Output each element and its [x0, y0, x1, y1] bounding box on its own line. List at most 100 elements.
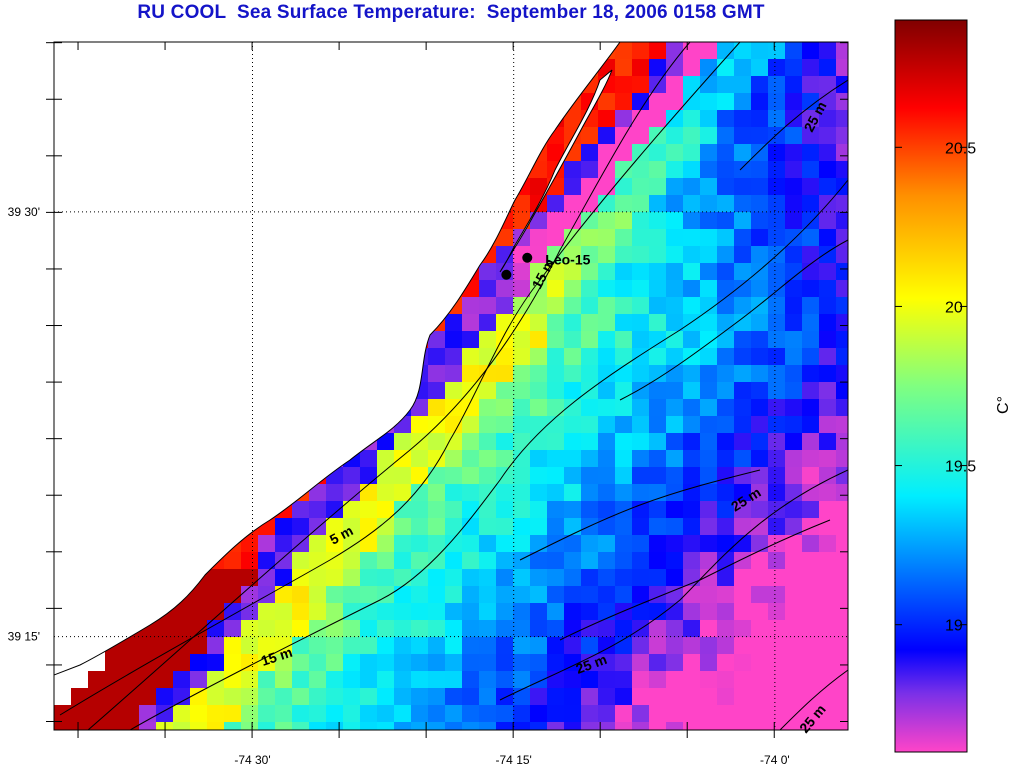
- sst-cell: [632, 722, 650, 730]
- sst-cell: [700, 705, 718, 723]
- sst-cell: [207, 688, 225, 706]
- sst-cell: [598, 212, 616, 230]
- sst-cell: [649, 518, 667, 536]
- sst-cell: [496, 382, 514, 400]
- sst-cell: [836, 127, 848, 145]
- sst-cell: [700, 552, 718, 570]
- colorbar-tick-label: 19: [945, 618, 963, 635]
- sst-cell: [530, 246, 548, 264]
- sst-cell: [513, 501, 531, 519]
- sst-cell: [615, 93, 633, 111]
- sst-cell: [768, 331, 786, 349]
- sst-cell: [547, 569, 565, 587]
- sst-cell: [462, 382, 480, 400]
- sst-cell: [258, 688, 276, 706]
- sst-cell: [666, 501, 684, 519]
- sst-cell: [513, 671, 531, 689]
- sst-cell: [428, 331, 446, 349]
- sst-cell: [717, 110, 735, 128]
- sst-cell: [411, 586, 429, 604]
- sst-cell: [326, 705, 344, 723]
- sst-cell: [802, 365, 820, 383]
- sst-cell: [768, 348, 786, 366]
- sst-cell: [139, 637, 157, 655]
- colorbar-tick-label: 20: [945, 299, 963, 316]
- sst-cell: [581, 688, 599, 706]
- sst-cell: [734, 399, 752, 417]
- sst-cell: [445, 450, 463, 468]
- sst-cell: [717, 603, 735, 621]
- sst-cell: [428, 501, 446, 519]
- sst-cell: [632, 501, 650, 519]
- sst-cell: [496, 433, 514, 451]
- lon-tick-label: -74 30': [234, 753, 270, 767]
- sst-cell: [598, 382, 616, 400]
- sst-cell: [530, 484, 548, 502]
- sst-cell: [819, 569, 837, 587]
- sst-cell: [734, 59, 752, 77]
- sst-cell: [394, 467, 412, 485]
- sst-cell: [683, 314, 701, 332]
- sst-cell: [666, 348, 684, 366]
- sst-cell: [530, 467, 548, 485]
- sst-cell: [734, 93, 752, 111]
- sst-cell: [666, 569, 684, 587]
- isobath-5m-line: [87, 42, 691, 730]
- sst-cell: [530, 348, 548, 366]
- sst-cell: [428, 637, 446, 655]
- sst-cell: [768, 688, 786, 706]
- sst-cell: [513, 314, 531, 332]
- sst-cell: [649, 552, 667, 570]
- sst-cell: [666, 195, 684, 213]
- sst-cell: [683, 433, 701, 451]
- sst-cell: [717, 416, 735, 434]
- sst-cell: [581, 433, 599, 451]
- sst-cell: [819, 127, 837, 145]
- sst-cell: [462, 552, 480, 570]
- sst-cell: [428, 569, 446, 587]
- sst-cell: [683, 688, 701, 706]
- sst-cell: [751, 552, 769, 570]
- sst-cell: [173, 637, 191, 655]
- sst-cell: [564, 433, 582, 451]
- sst-cell: [734, 450, 752, 468]
- sst-cell: [564, 586, 582, 604]
- sst-cell: [309, 688, 327, 706]
- sst-cell: [768, 671, 786, 689]
- sst-cell: [836, 229, 848, 247]
- sst-cell: [394, 637, 412, 655]
- sst-cell: [632, 331, 650, 349]
- sst-cell: [547, 450, 565, 468]
- sst-cell: [496, 518, 514, 536]
- sst-cell: [275, 671, 293, 689]
- sst-cell: [513, 348, 531, 366]
- sst-cell: [496, 569, 514, 587]
- sst-cell: [683, 42, 701, 60]
- sst-cell: [547, 501, 565, 519]
- sst-cell: [836, 365, 848, 383]
- sst-cell: [513, 637, 531, 655]
- sst-cell: [394, 603, 412, 621]
- sst-cell: [666, 144, 684, 162]
- sst-cell: [479, 722, 497, 730]
- sst-cell: [513, 586, 531, 604]
- sst-cell: [615, 59, 633, 77]
- sst-cell: [632, 484, 650, 502]
- sst-cell: [428, 450, 446, 468]
- sst-cell: [428, 705, 446, 723]
- sst-cell: [547, 637, 565, 655]
- sst-cell: [649, 569, 667, 587]
- sst-cell: [615, 416, 633, 434]
- sst-cell: [632, 42, 650, 60]
- sst-cell: [598, 144, 616, 162]
- sst-cell: [802, 246, 820, 264]
- sst-cell: [377, 535, 395, 553]
- sst-cell: [394, 501, 412, 519]
- isobath-contours: [59, 42, 848, 730]
- sst-cell: [632, 399, 650, 417]
- sst-cell: [377, 654, 395, 672]
- sst-cell: [445, 518, 463, 536]
- sst-cell: [666, 416, 684, 434]
- sst-cell: [768, 178, 786, 196]
- sst-cell: [666, 603, 684, 621]
